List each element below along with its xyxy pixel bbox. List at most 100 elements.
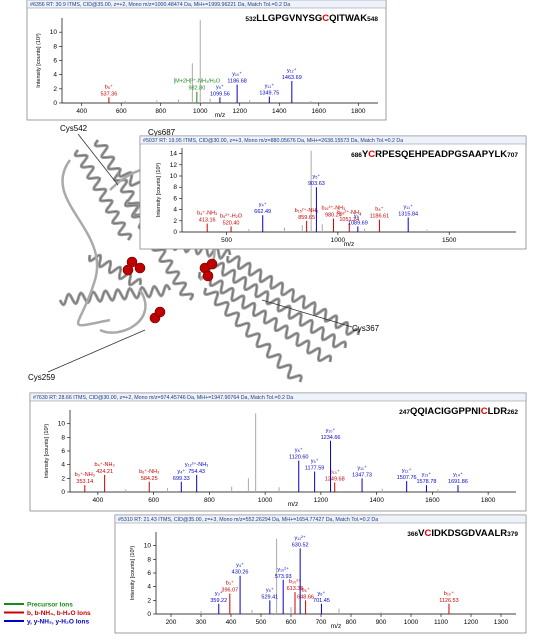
x-tick-label: 800 [346,619,357,626]
peak-mz: 1186.61 [370,214,389,220]
peak-ion: [M+2H]²⁺-NH₃/H₂O [174,78,221,85]
peak-mz: 699.33 [173,476,190,482]
x-tick-label: 500 [221,237,232,244]
peak-ion: b₃⁺ [226,580,234,587]
cys-label: Cys687 [148,128,176,137]
peak-mz: 1177.59 [305,466,324,472]
cysteine-atom [154,306,166,318]
x-tick-label: 1800 [481,497,496,504]
peak-ion: b₁₀²⁺ [289,578,301,585]
x-tick-label: 1600 [425,497,440,504]
panel-header-bar [139,135,527,145]
y-axis-label: Intensity [counts] (10³) [36,33,42,88]
y-tick-label: 2 [53,86,57,93]
x-axis-label: m/z [331,623,341,630]
peptide-before: V [418,528,425,539]
x-tick-label: 400 [226,619,237,626]
x-axis-label: m/z [288,501,298,508]
peak-mz: 701.45 [313,598,330,604]
peak-ion: y₁₀⁺ [232,71,242,78]
cys-label: Cys542 [60,124,88,133]
peak-ion: b₁₆²⁺-NH₃ [322,205,346,212]
peak-mz: 1234.66 [321,435,341,441]
peak-ion: y₉⁺ [354,212,362,219]
helix-edge [227,255,359,336]
peak-ion: b₄⁺-NH₃ [95,461,115,468]
peptide-after: IDKDSGDVAALR [431,528,507,539]
cysteine-atom [134,262,146,274]
peak-mz: 903.63 [308,181,325,187]
x-tick-label: 1000 [258,497,273,504]
x-tick-label: 1400 [272,108,287,115]
peak-ion: b₆⁺ [302,586,310,593]
y-tick-label: 10 [50,29,58,36]
peptide-end: 262 [507,409,518,416]
peak-ion: y₄⁺ [177,468,185,475]
x-tick-label: 300 [196,619,207,626]
y-axis-label: Intensity [counts] (10³) [130,546,136,601]
peak-mz: 859.65 [298,215,315,221]
y-tick-label: 0 [173,229,177,236]
y-tick-label: 6 [53,58,57,65]
y-tick-label: 10 [170,173,178,180]
legend-label: Precursor Ions [27,602,73,609]
peak-mz: 1186.68 [227,79,246,85]
y-tick-label: 4 [61,462,65,469]
x-tick-label: 200 [166,619,177,626]
pointer [47,329,146,373]
x-tick-label: 1100 [434,619,448,626]
panel-frame [29,392,527,512]
peptide-before: QQIACIGGPPNI [410,406,481,417]
legend-label: y, y-NH₃, y-H₂O Ions [27,619,90,626]
peptide-start: 247 [399,409,410,416]
x-tick-label: 500 [256,619,267,626]
peak-mz: 424.21 [96,469,113,475]
peak-mz: 1099.56 [210,91,230,97]
loop [99,289,147,334]
helix-edge [204,287,302,383]
panel-header: #5037 RT: 19.95 ITMS, CID@30.00, z=+3, M… [143,138,403,144]
peak-mz: 613.36 [287,586,304,592]
y-tick-label: 0 [147,611,151,618]
x-axis-label: m/z [215,112,225,119]
peak-mz: 630.52 [292,542,309,548]
y-tick-label: 2 [147,597,151,604]
peak-ion: y₁₀²⁺ [277,566,289,573]
x-tick-label: 800 [155,108,166,115]
peak-mz: 584.25 [141,476,158,482]
y-tick-label: 4 [53,72,57,79]
peak-mz: 1691.86 [448,479,468,485]
peptide-end: 379 [507,531,518,538]
y-tick-label: 10 [144,543,152,550]
x-tick-label: 1300 [494,619,509,626]
peak-ion: y₁₁⁺ [265,83,274,90]
peak-ion: y₁₁⁺ [404,203,413,210]
peak-mz: 1463.69 [282,75,302,81]
x-tick-label: 1200 [464,619,479,626]
peak-ion: y₄⁺ [259,201,267,208]
helix-edge [125,199,193,301]
y-tick-label: 2 [173,218,177,225]
panel-header-bar [114,514,527,524]
x-tick-label: 1600 [312,108,327,115]
helix-edge [199,271,331,363]
peak-mz: 1578.78 [417,479,437,485]
peak-ion: y₄⁺ [236,562,244,569]
y-tick-label: 4 [173,207,177,214]
y-tick-label: 6 [173,195,177,202]
peptide-title: 366VCIDKDSGDVAALR379 [407,528,518,539]
panel-header: #6356 RT: 30.9 ITMS, CID@35.00, z=+2, Mo… [30,2,290,8]
x-tick-label: 1500 [442,237,457,244]
x-tick-label: 1200 [233,108,248,115]
spectrum-panel: #5310 RT: 21.43 ITMS, CID@35.00, z=+3, M… [114,514,527,634]
peak-mz: 537.36 [100,91,117,97]
peak-mz: 529.41 [261,594,278,600]
peak-mz: 1315.84 [398,211,418,217]
peak-mz: 430.26 [232,570,249,576]
peak-mz: 648.66 [297,594,314,600]
peak-mz: 573.93 [275,574,292,580]
panel-frame [26,0,387,121]
peak-ion: b₁₈²⁺-NH₃ [337,209,361,216]
peak-mz: 754.43 [188,469,205,475]
peak-ion: y₁₂⁺ [287,67,297,74]
